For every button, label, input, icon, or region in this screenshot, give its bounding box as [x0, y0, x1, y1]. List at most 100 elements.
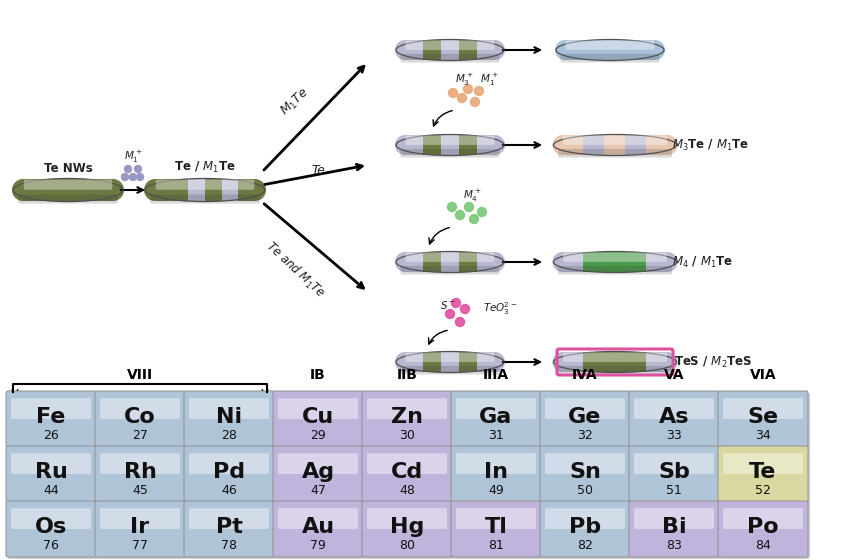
FancyBboxPatch shape [718, 391, 808, 447]
FancyBboxPatch shape [6, 446, 96, 502]
FancyBboxPatch shape [278, 508, 358, 529]
Text: Cu: Cu [302, 407, 334, 427]
Bar [441, 352, 459, 372]
FancyBboxPatch shape [367, 453, 447, 474]
FancyBboxPatch shape [634, 398, 714, 419]
Circle shape [485, 352, 505, 372]
Bar [604, 352, 626, 372]
Text: $M_4^+$: $M_4^+$ [462, 188, 481, 204]
FancyBboxPatch shape [631, 448, 721, 504]
FancyBboxPatch shape [95, 391, 185, 447]
FancyBboxPatch shape [100, 453, 180, 474]
FancyBboxPatch shape [150, 194, 260, 204]
Bar [619, 40, 637, 60]
Circle shape [552, 352, 573, 372]
FancyBboxPatch shape [184, 501, 274, 557]
FancyBboxPatch shape [367, 398, 447, 419]
Text: 44: 44 [43, 484, 59, 497]
Text: VA: VA [664, 368, 684, 382]
Circle shape [485, 40, 505, 60]
FancyBboxPatch shape [540, 391, 630, 447]
Bar [647, 252, 667, 272]
Bar [459, 252, 477, 272]
Text: Hg: Hg [390, 517, 424, 537]
Text: 45: 45 [132, 484, 148, 497]
Bar [405, 40, 423, 60]
Text: 77: 77 [132, 539, 148, 552]
FancyBboxPatch shape [451, 501, 541, 557]
Text: 31: 31 [488, 429, 504, 442]
Bar [441, 135, 459, 155]
Bar [637, 40, 655, 60]
Text: $M_3^+$  $M_1^+$: $M_3^+$ $M_1^+$ [455, 72, 499, 88]
FancyBboxPatch shape [453, 503, 543, 559]
Bar [405, 352, 423, 372]
Bar [604, 252, 626, 272]
Text: 80: 80 [399, 539, 415, 552]
Text: 27: 27 [132, 429, 148, 442]
FancyBboxPatch shape [97, 393, 187, 449]
FancyBboxPatch shape [97, 448, 187, 504]
FancyBboxPatch shape [560, 54, 660, 63]
FancyBboxPatch shape [629, 446, 719, 502]
Text: $M_4$ / $M_1$Te: $M_4$ / $M_1$Te [672, 254, 734, 269]
Circle shape [451, 298, 461, 307]
Bar [626, 252, 647, 272]
FancyBboxPatch shape [367, 508, 447, 529]
FancyBboxPatch shape [563, 352, 667, 362]
Bar [423, 40, 441, 60]
Text: VIA: VIA [750, 368, 776, 382]
Text: 78: 78 [221, 539, 237, 552]
FancyBboxPatch shape [558, 266, 672, 274]
Text: IIB: IIB [397, 368, 417, 382]
FancyBboxPatch shape [100, 508, 180, 529]
Bar [441, 40, 459, 60]
FancyBboxPatch shape [723, 508, 803, 529]
Bar [423, 135, 441, 155]
FancyBboxPatch shape [364, 503, 454, 559]
Circle shape [144, 179, 166, 201]
FancyBboxPatch shape [362, 391, 452, 447]
Bar [405, 135, 423, 155]
Circle shape [244, 179, 266, 201]
Bar [222, 179, 238, 201]
Text: 34: 34 [755, 429, 771, 442]
FancyBboxPatch shape [11, 508, 91, 529]
Text: In: In [484, 462, 508, 482]
FancyBboxPatch shape [8, 503, 98, 559]
FancyBboxPatch shape [545, 453, 625, 474]
Bar [583, 252, 604, 272]
FancyBboxPatch shape [24, 180, 112, 190]
Text: 76: 76 [43, 539, 59, 552]
FancyBboxPatch shape [189, 453, 269, 474]
Bar [423, 352, 441, 372]
Circle shape [456, 211, 464, 220]
Circle shape [658, 135, 677, 155]
Text: Au: Au [302, 517, 335, 537]
FancyBboxPatch shape [723, 453, 803, 474]
Text: 32: 32 [577, 429, 592, 442]
Bar [155, 179, 172, 201]
FancyBboxPatch shape [456, 398, 536, 419]
FancyBboxPatch shape [8, 448, 98, 504]
FancyBboxPatch shape [278, 398, 358, 419]
Text: 33: 33 [666, 429, 682, 442]
Circle shape [485, 135, 505, 155]
Text: 83: 83 [666, 539, 682, 552]
Text: $M_1^+$: $M_1^+$ [124, 149, 142, 165]
FancyBboxPatch shape [273, 501, 363, 557]
FancyBboxPatch shape [723, 398, 803, 419]
Text: VIII: VIII [127, 368, 153, 382]
FancyBboxPatch shape [400, 54, 500, 63]
FancyBboxPatch shape [540, 501, 630, 557]
Text: Se: Se [747, 407, 779, 427]
Text: Ir: Ir [130, 517, 150, 537]
Bar [647, 135, 667, 155]
Text: Ag: Ag [302, 462, 335, 482]
Text: 82: 82 [577, 539, 593, 552]
Text: 52: 52 [755, 484, 771, 497]
FancyBboxPatch shape [542, 503, 632, 559]
Text: Pb: Pb [569, 517, 601, 537]
Text: 48: 48 [399, 484, 415, 497]
Circle shape [555, 40, 575, 60]
